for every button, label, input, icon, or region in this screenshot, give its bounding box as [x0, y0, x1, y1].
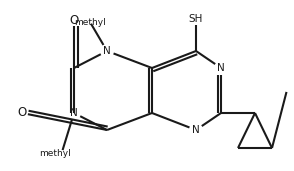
Text: methyl: methyl — [74, 18, 106, 27]
Text: N: N — [103, 46, 111, 56]
Text: O: O — [17, 107, 27, 120]
Text: N: N — [192, 125, 200, 135]
Text: N: N — [217, 63, 225, 73]
Text: N: N — [70, 108, 78, 118]
Text: O: O — [69, 14, 78, 27]
Text: SH: SH — [189, 14, 203, 24]
Text: methyl: methyl — [39, 149, 71, 158]
